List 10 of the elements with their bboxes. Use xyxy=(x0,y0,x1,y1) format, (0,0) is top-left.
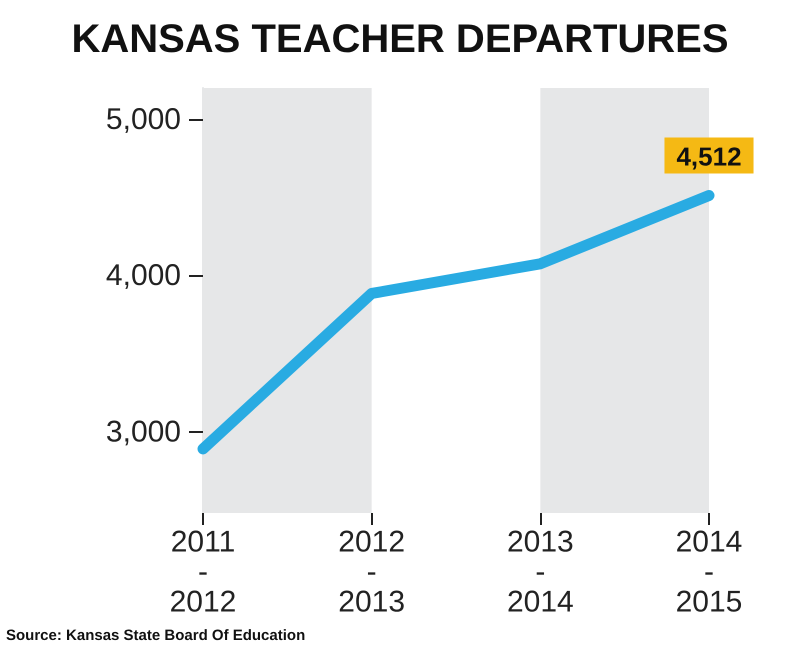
x-tick-label: 2011-2012 xyxy=(170,526,236,618)
data-label: 4,512 xyxy=(676,142,742,172)
chart-title: KANSAS TEACHER DEPARTURES xyxy=(71,17,729,61)
y-tick-label: 3,000 xyxy=(106,415,181,448)
x-tick-label: 2014-2015 xyxy=(676,526,742,618)
y-tick-label: 5,000 xyxy=(106,102,181,136)
y-tick-label: 4,000 xyxy=(106,259,181,292)
source-note: Source: Kansas State Board Of Education xyxy=(6,627,306,644)
x-tick-label: 2013-2014 xyxy=(506,526,574,618)
x-tick-label: 2012-2013 xyxy=(338,526,406,618)
